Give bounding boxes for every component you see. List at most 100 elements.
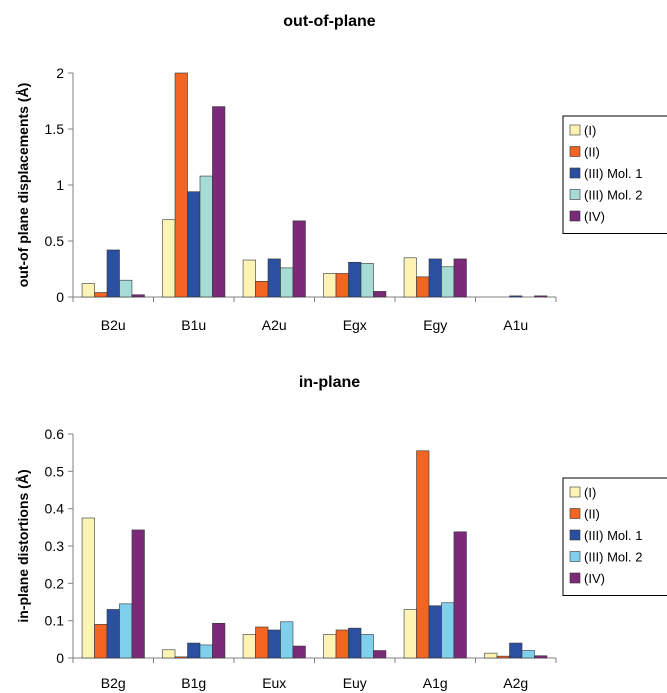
chart-1-y-tick-label: 0 (56, 289, 64, 305)
chart-1-y-tick-label: 2 (56, 65, 64, 81)
chart-1-x-tick-label: Egy (423, 317, 447, 333)
chart-2-y-tick-label: 0 (56, 650, 64, 666)
chart-2-legend-swatch (569, 551, 581, 562)
chart-1-legend-label: (IV) (584, 209, 605, 224)
chart-1-x-tick-label: A2u (262, 317, 287, 333)
chart-2-x-tick-label: B2g (101, 675, 126, 691)
chart-2-legend-label: (III) Mol. 1 (584, 528, 643, 543)
chart-1-bar (335, 273, 349, 298)
chart-2-bar (174, 656, 188, 659)
chart-2-bar (242, 634, 256, 659)
chart-1-legend-swatch (569, 167, 581, 179)
chart-2-bar (335, 629, 349, 659)
chart-2-bar (292, 645, 306, 659)
chart-2-legend-label: (III) Mol. 2 (584, 550, 643, 565)
chart-2-y-axis-label: in-plane distortions (Å) (15, 469, 31, 622)
chart-2-bar (267, 629, 281, 659)
chart-1-bar (509, 295, 523, 298)
chart-2-bar (81, 517, 95, 659)
chart-1-bar (119, 279, 133, 298)
chart-1-bar (242, 259, 256, 298)
chart-1-bar (280, 267, 294, 298)
chart-2-y-tick-label: 0.4 (45, 501, 65, 517)
chart-2-bar (534, 655, 548, 659)
chart-2-legend-swatch (569, 486, 581, 498)
chart-2-bar (403, 609, 417, 659)
chart-2-bar (509, 642, 523, 659)
chart-1-bar (373, 291, 387, 298)
chart-2-x-tick-label: Euy (343, 675, 367, 691)
chart-2-y-tick-label: 0.2 (45, 575, 65, 591)
chart-1-bar (292, 220, 306, 298)
chart-2-bar (131, 529, 145, 659)
chart-2-bar (94, 624, 108, 659)
chart-1-bar (416, 276, 430, 298)
chart-1-bar (348, 261, 362, 298)
chart-1-y-tick-label: 0.5 (45, 233, 65, 249)
chart-2-legend-box (562, 477, 667, 596)
chart-1-y-tick-label: 1 (56, 177, 64, 193)
chart-1-bar (534, 295, 548, 298)
chart-1-legend-label: (III) Mol. 1 (584, 166, 643, 181)
chart-1-bar (174, 72, 188, 298)
chart-2-bar (453, 531, 467, 659)
chart-1-bar (428, 258, 442, 298)
chart-1-bar (323, 273, 337, 298)
chart-2-bar (280, 621, 294, 659)
chart-2-x-tick-label: Eux (262, 675, 286, 691)
chart-2-y-tick-label: 0.3 (45, 538, 65, 554)
chart-2-y-tick-label: 0.6 (45, 426, 65, 442)
chart-1-y-tick-label: 1.5 (45, 121, 65, 137)
chart-1-bar (131, 294, 145, 298)
chart-2-legend-swatch (569, 508, 581, 519)
chart-1-legend-swatch (569, 124, 581, 136)
chart-2-legend-swatch (569, 572, 581, 584)
chart-2-y-tick-label: 0.5 (45, 463, 65, 479)
chart-2-title: in-plane (299, 374, 360, 391)
chart-2-legend-label: (II) (584, 507, 600, 522)
chart-2-bar (106, 609, 120, 659)
chart-2-bar (119, 603, 133, 659)
chart-1-x-tick-label: A1u (503, 317, 528, 333)
chart-2-bar (441, 602, 455, 659)
chart-2-bar (255, 626, 269, 659)
chart-2-x-tick-label: B1g (181, 675, 206, 691)
chart-2-bar (428, 605, 442, 659)
chart-1-x-tick-label: B1u (181, 317, 206, 333)
chart-1-x-tick-label: Egx (343, 317, 367, 333)
chart-1-legend-label: (II) (584, 145, 600, 160)
chart-1-bar (187, 191, 201, 298)
chart-1-x-tick-label: B2u (101, 317, 126, 333)
chart-2-bar (323, 634, 337, 659)
chart-1-bar (162, 219, 176, 298)
chart-1-legend-swatch (569, 146, 581, 157)
chart-1-legend-label: (III) Mol. 2 (584, 188, 643, 203)
chart-1-legend-label: (I) (584, 123, 596, 138)
chart-2-bar (199, 644, 213, 659)
chart-1-legend-swatch (569, 189, 581, 200)
chart-2-legend-label: (IV) (584, 571, 605, 586)
chart-2-bar (162, 649, 176, 659)
chart-2-bar (360, 634, 374, 659)
chart-1-bar (106, 249, 120, 298)
chart-1-bar (212, 106, 226, 298)
chart-1-bar (441, 266, 455, 298)
chart-2-y-tick-label: 0.1 (45, 613, 65, 629)
chart-1-bar (199, 175, 213, 298)
chart-1-y-axis-label: out-of plane displacements (Å) (15, 83, 31, 288)
chart-1-bar (94, 292, 108, 298)
chart-1-legend-box (562, 115, 667, 234)
chart-1-bar (255, 281, 269, 298)
chart-1-bar (267, 258, 281, 298)
chart-2-legend-swatch (569, 529, 581, 541)
chart-2-legend-label: (I) (584, 485, 596, 500)
chart-2-bar (348, 627, 362, 659)
chart-1-bar (453, 258, 467, 298)
chart-1-bar (360, 263, 374, 298)
chart-2-bar (496, 655, 510, 659)
chart-2-bar (373, 650, 387, 659)
chart-2-x-tick-label: A2g (503, 675, 528, 691)
chart-1-title: out-of-plane (283, 13, 376, 30)
chart-2-bar (212, 622, 226, 659)
